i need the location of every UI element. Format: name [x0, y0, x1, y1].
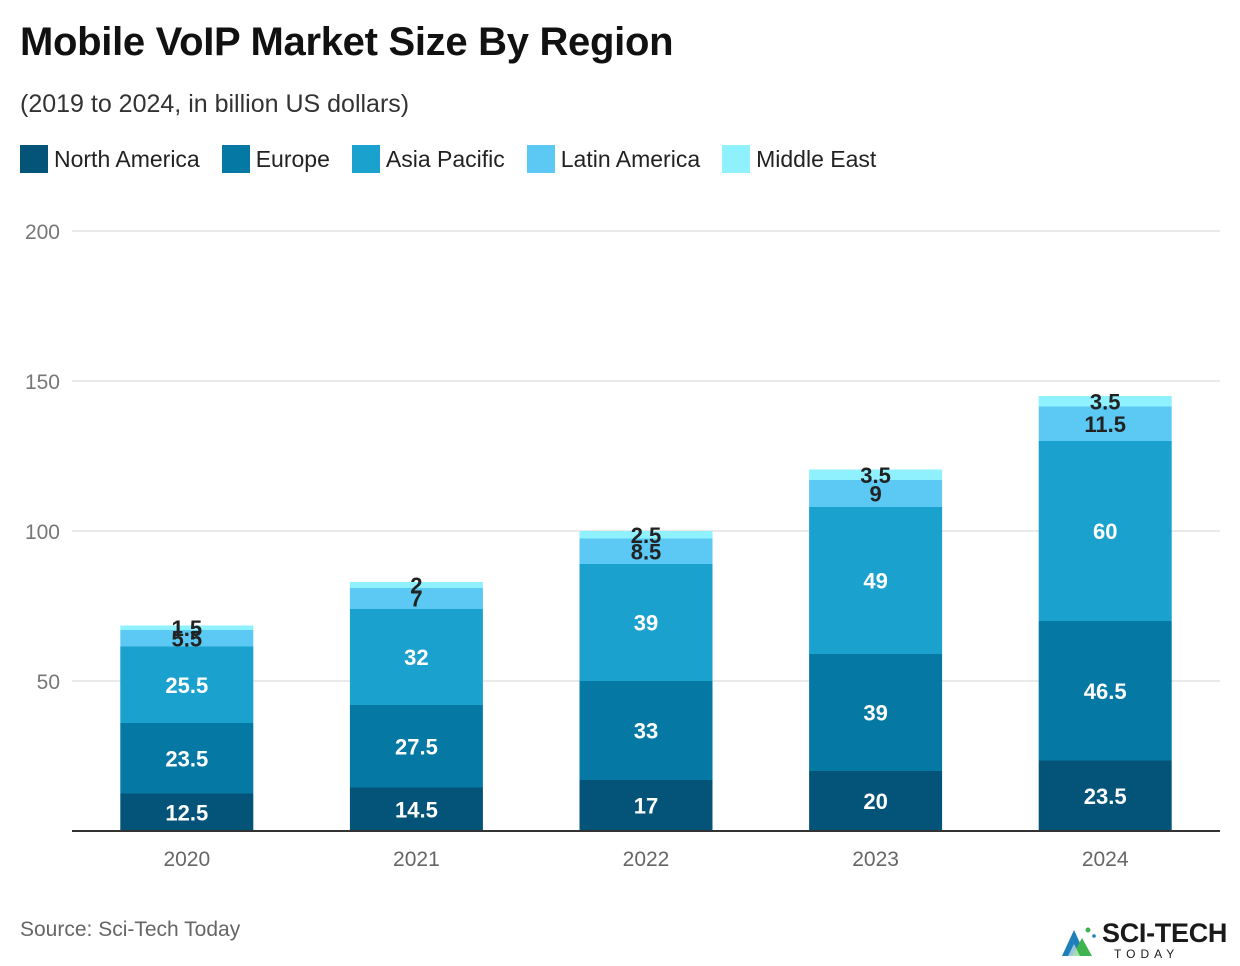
logo-sub-text: TODAY	[1114, 947, 1180, 961]
bar-2020-europe	[120, 723, 254, 794]
data-label-2023-asia-pacific: 49	[863, 569, 887, 594]
data-label-2021-latin-america: 7	[410, 587, 422, 612]
chart-title: Mobile VoIP Market Size By Region	[20, 20, 674, 64]
bar-2022-latin-america	[579, 538, 713, 564]
data-label-2021-north-america: 14.5	[395, 797, 438, 822]
data-label-2020-latin-america: 5.5	[172, 626, 203, 651]
bar-2022-asia-pacific	[579, 564, 713, 681]
y-tick-label-100: 100	[25, 521, 60, 544]
legend-swatch-latin-america	[526, 145, 555, 173]
legend-label-latin-america: Latin America	[560, 145, 701, 172]
bar-2022-europe	[579, 681, 713, 780]
x-tick-label-2021: 2021	[393, 848, 440, 871]
data-label-2023-north-america: 20	[863, 789, 887, 814]
sci-tech-logo: SCI-TECH TODAY	[1058, 920, 1227, 960]
data-label-2022-north-america: 17	[634, 794, 658, 819]
data-label-2024-north-america: 23.5	[1084, 784, 1127, 809]
chart-subtitle: (2019 to 2024, in billion US dollars)	[20, 90, 410, 118]
data-label-2022-asia-pacific: 39	[634, 611, 658, 636]
stacked-bar-chart: 5010015020012.523.525.55.51.5202014.527.…	[25, 221, 1220, 871]
bar-2023-north-america	[809, 771, 943, 831]
data-label-2020-asia-pacific: 25.5	[165, 673, 208, 698]
data-label-2021-asia-pacific: 32	[404, 645, 428, 670]
data-label-2023-europe: 39	[863, 701, 887, 726]
bar-2023-europe	[809, 654, 943, 771]
data-label-2020-middle-east: 1.5	[172, 616, 203, 641]
y-tick-label-200: 200	[25, 221, 60, 244]
data-label-2020-europe: 23.5	[165, 746, 208, 771]
legend-label-north-america: North America	[54, 145, 200, 172]
legend-item-latin-america: Latin America	[526, 145, 701, 173]
bar-2021-latin-america	[349, 588, 483, 609]
data-label-2021-middle-east: 2	[410, 573, 422, 598]
bar-2021-asia-pacific	[349, 609, 483, 705]
x-tick-label-2022: 2022	[623, 848, 670, 871]
x-tick-label-2024: 2024	[1082, 848, 1129, 871]
x-tick-label-2020: 2020	[163, 848, 210, 871]
bar-2024-middle-east	[1038, 396, 1172, 407]
data-label-2020-north-america: 12.5	[165, 800, 208, 825]
data-label-2021-europe: 27.5	[395, 734, 438, 759]
data-label-2022-europe: 33	[634, 719, 658, 744]
bar-2020-north-america	[120, 793, 254, 831]
bar-2024-asia-pacific	[1038, 441, 1172, 621]
legend-item-asia-pacific: Asia Pacific	[351, 145, 505, 173]
legend-swatch-north-america	[20, 145, 48, 173]
logo-main-text: SCI-TECH	[1102, 918, 1228, 948]
bar-2021-middle-east	[349, 582, 483, 588]
bar-2021-europe	[349, 705, 483, 788]
source-note: Source: Sci-Tech Today	[20, 918, 241, 941]
legend-item-middle-east: Middle East	[722, 145, 876, 173]
legend-swatch-asia-pacific	[351, 145, 380, 173]
data-label-2024-europe: 46.5	[1084, 679, 1127, 704]
data-label-2024-latin-america: 11.5	[1084, 412, 1126, 437]
bar-2024-north-america	[1038, 760, 1172, 831]
x-tick-label-2023: 2023	[852, 848, 899, 871]
logo-mountain-icon	[1062, 927, 1096, 956]
data-label-2023-middle-east: 3.5	[860, 463, 891, 488]
bar-2023-middle-east	[809, 469, 943, 480]
bar-2020-middle-east	[120, 625, 254, 630]
legend-item-europe: Europe	[221, 145, 330, 173]
data-label-2022-middle-east: 2.5	[631, 523, 662, 548]
legend-label-middle-east: Middle East	[756, 145, 877, 172]
bar-2021-north-america	[349, 787, 483, 831]
legend-swatch-europe	[221, 145, 250, 173]
y-tick-label-50: 50	[37, 671, 60, 694]
legend-item-north-america: North America	[20, 145, 200, 173]
data-label-2023-latin-america: 9	[869, 482, 881, 507]
bar-2023-asia-pacific	[809, 507, 943, 654]
legend-swatch-middle-east	[722, 145, 751, 173]
bar-2020-latin-america	[120, 630, 254, 647]
bar-2024-latin-america	[1038, 406, 1172, 441]
data-label-2024-asia-pacific: 60	[1093, 519, 1117, 544]
legend-label-asia-pacific: Asia Pacific	[385, 145, 505, 172]
data-label-2024-middle-east: 3.5	[1090, 389, 1121, 414]
bar-2022-middle-east	[579, 531, 713, 539]
bar-2020-asia-pacific	[120, 646, 254, 723]
legend: North America Europe Asia Pacific Latin …	[20, 145, 898, 173]
legend-label-europe: Europe	[255, 145, 330, 172]
bar-2024-europe	[1038, 621, 1172, 761]
bar-2022-north-america	[579, 780, 713, 831]
y-tick-label-150: 150	[25, 371, 60, 394]
bar-2023-latin-america	[809, 480, 943, 507]
data-label-2022-latin-america: 8.5	[631, 539, 662, 564]
